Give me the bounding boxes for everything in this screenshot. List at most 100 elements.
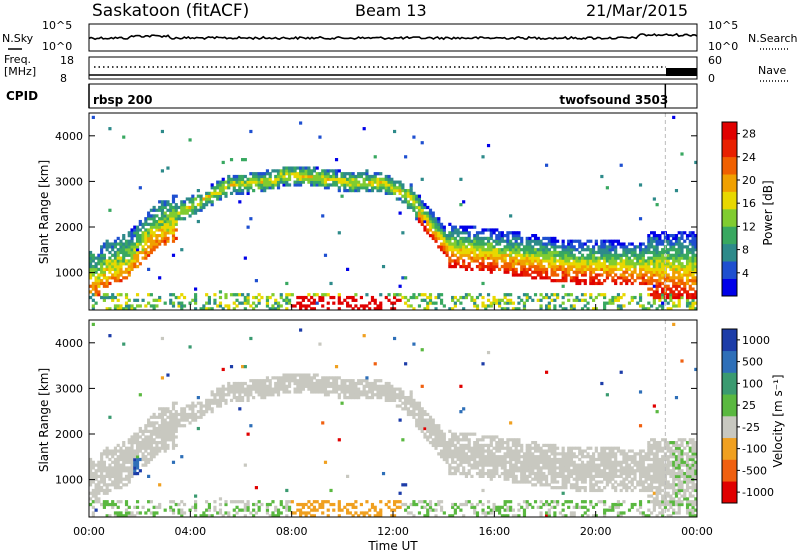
power-cell bbox=[533, 242, 538, 246]
power-cell bbox=[130, 228, 134, 232]
velocity-cell bbox=[310, 384, 314, 388]
power-cell bbox=[509, 256, 513, 260]
power-cell bbox=[661, 242, 665, 246]
velocity-cell bbox=[174, 502, 178, 507]
power-cell bbox=[119, 273, 123, 277]
velocity-cell bbox=[116, 511, 120, 515]
velocity-cell bbox=[329, 390, 333, 394]
power-cell bbox=[580, 267, 585, 271]
cpid-segments: rbsp 200 twofsound 3503 bbox=[88, 84, 668, 108]
power-cell bbox=[677, 264, 681, 269]
velocity-cell bbox=[113, 480, 118, 484]
power-cell bbox=[539, 267, 543, 271]
velocity-cell bbox=[177, 418, 181, 422]
velocity-cell bbox=[464, 460, 469, 464]
power-cell bbox=[227, 177, 231, 181]
power-cell bbox=[332, 183, 336, 187]
velocity-cell bbox=[169, 435, 173, 439]
velocity-cell bbox=[243, 390, 247, 394]
power-cell bbox=[163, 217, 167, 221]
power-cell bbox=[677, 253, 681, 257]
velocity-cell bbox=[102, 500, 106, 504]
power-cell bbox=[580, 262, 585, 266]
power-cell bbox=[235, 188, 239, 193]
velocity-cell bbox=[105, 500, 109, 504]
velocity-cell bbox=[130, 449, 134, 453]
velocity-cell bbox=[503, 457, 507, 462]
velocity-cell bbox=[395, 393, 399, 397]
velocity-cell bbox=[332, 381, 336, 386]
power-cell bbox=[94, 264, 98, 269]
power-cell bbox=[312, 166, 317, 170]
power-cell bbox=[169, 205, 173, 210]
power-cell bbox=[191, 208, 195, 212]
power-cell bbox=[486, 242, 491, 246]
power-cell bbox=[423, 211, 427, 215]
velocity-cell bbox=[387, 500, 391, 504]
velocity-cell bbox=[127, 455, 131, 459]
power-cell bbox=[376, 304, 380, 308]
power-cell bbox=[636, 259, 640, 263]
power-cell bbox=[647, 248, 651, 252]
power-cell bbox=[365, 177, 369, 181]
velocity-cell bbox=[346, 384, 350, 388]
power-cell bbox=[127, 267, 131, 271]
power-cell bbox=[647, 242, 651, 246]
velocity-cell bbox=[348, 384, 352, 388]
power-cell bbox=[539, 307, 543, 311]
velocity-cell bbox=[246, 508, 250, 512]
power-cell bbox=[462, 264, 466, 269]
power-cell bbox=[567, 248, 571, 252]
power-cell bbox=[437, 222, 441, 226]
power-cell bbox=[135, 236, 140, 241]
velocity-cell bbox=[337, 505, 341, 509]
power-cell bbox=[655, 203, 659, 207]
power-cell bbox=[603, 262, 607, 266]
power-cell bbox=[569, 239, 574, 243]
power-cell bbox=[650, 279, 654, 283]
power-cell bbox=[694, 295, 698, 300]
velocity-cell bbox=[160, 438, 165, 442]
velocity-cell bbox=[171, 508, 176, 512]
power-cell bbox=[257, 186, 261, 190]
power-cell bbox=[321, 304, 325, 308]
velocity-cell bbox=[431, 443, 435, 448]
velocity-cell bbox=[102, 483, 106, 487]
velocity-cell bbox=[381, 387, 386, 391]
velocity-cell bbox=[348, 387, 352, 391]
velocity-cell bbox=[470, 432, 474, 436]
power-cell bbox=[199, 203, 203, 207]
power-cell bbox=[683, 256, 687, 260]
velocity-cell bbox=[525, 505, 529, 509]
velocity-cell bbox=[586, 471, 590, 476]
power-cell bbox=[379, 304, 383, 308]
velocity-cell bbox=[149, 421, 153, 425]
power-cell bbox=[685, 248, 690, 252]
power-cell bbox=[174, 295, 178, 300]
velocity-cell bbox=[611, 508, 615, 512]
velocity-cell bbox=[603, 500, 607, 504]
power-cell bbox=[650, 262, 654, 266]
power-cell bbox=[276, 183, 281, 187]
power-cell bbox=[105, 276, 109, 280]
power-cell bbox=[661, 287, 665, 291]
power-cell bbox=[287, 172, 292, 176]
power-cell bbox=[293, 174, 297, 179]
velocity-cell bbox=[603, 457, 607, 462]
power-cell bbox=[531, 256, 535, 260]
velocity-cell bbox=[205, 508, 209, 512]
velocity-cell bbox=[100, 474, 104, 478]
power-cell bbox=[514, 253, 518, 257]
power-cell bbox=[647, 301, 651, 305]
power-cell bbox=[149, 236, 153, 241]
power-cell bbox=[506, 248, 510, 252]
power-cell bbox=[619, 281, 623, 286]
power-cell bbox=[379, 172, 383, 176]
velocity-cell bbox=[580, 477, 585, 481]
velocity-cell bbox=[155, 429, 159, 433]
power-cell bbox=[246, 188, 250, 193]
velocity-cell bbox=[348, 395, 352, 400]
power-cell bbox=[481, 295, 485, 300]
velocity-cell bbox=[605, 460, 609, 464]
power-cell bbox=[265, 177, 270, 181]
